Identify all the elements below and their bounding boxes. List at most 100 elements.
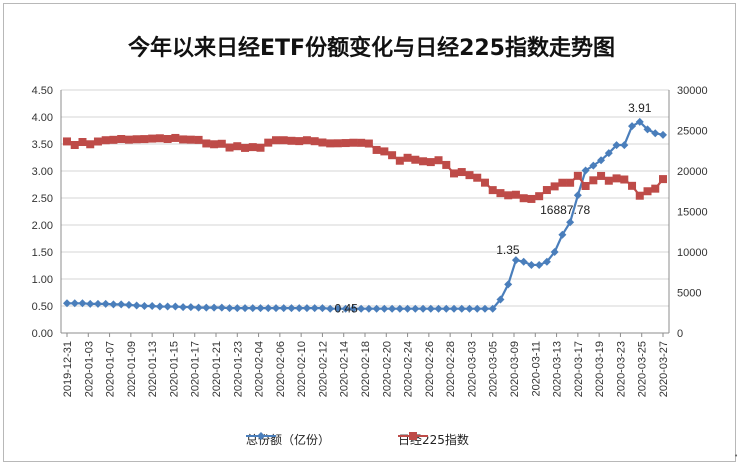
nikkei-point [109, 135, 118, 144]
total-shares-point [279, 304, 288, 313]
total-shares-point [496, 295, 505, 304]
nikkei-point [210, 140, 219, 149]
total-shares-point [295, 304, 304, 313]
nikkei-point [86, 140, 95, 149]
total-shares-point [225, 304, 234, 313]
corner-mark: • [734, 452, 739, 460]
nikkei-point [473, 173, 482, 182]
total-shares-point [442, 304, 451, 313]
total-shares-point [542, 257, 551, 266]
nikkei-point [186, 135, 195, 144]
nikkei-point [148, 134, 157, 143]
y-left-tick-label: 4.00 [32, 112, 53, 124]
nikkei-point [380, 147, 389, 156]
x-tick-label: 2020-02-04 [254, 341, 266, 397]
x-tick-label: 2020-03-17 [573, 341, 585, 397]
x-tick-label: 2020-01-07 [105, 341, 117, 397]
x-tick-label: 2020-01-17 [190, 341, 202, 397]
total-shares-point [155, 302, 164, 311]
nikkei-point [78, 138, 87, 147]
total-shares-point [256, 304, 265, 313]
nikkei-point [279, 136, 288, 145]
nikkei-point [535, 192, 544, 201]
nikkei-point [256, 143, 265, 152]
nikkei-point [271, 136, 280, 145]
nikkei-point [488, 186, 497, 195]
y-left-tick-label: 4.50 [32, 85, 53, 97]
x-tick-label: 2019-12-31 [62, 341, 74, 397]
x-tick-label: 2020-02-14 [339, 341, 351, 397]
nikkei-point [248, 143, 257, 152]
data-label: 1.35 [496, 243, 520, 257]
nikkei-point [202, 139, 211, 148]
total-shares-point [573, 191, 582, 200]
nikkei-point [496, 189, 505, 198]
nikkei-point [566, 178, 575, 187]
chart-legend: 总份额（亿份） 日经225指数 [0, 429, 743, 449]
nikkei-point [635, 191, 644, 200]
total-shares-point [349, 304, 358, 313]
total-shares-point [271, 304, 280, 313]
nikkei-point [589, 176, 598, 185]
total-shares-point [140, 302, 149, 310]
total-shares-point [504, 280, 513, 289]
total-shares-point [659, 130, 667, 139]
total-shares-point [310, 304, 319, 313]
total-shares-point [101, 299, 110, 308]
total-shares-point [535, 260, 544, 269]
y-right-tick-label: 0 [677, 328, 683, 340]
nikkei-point [628, 181, 637, 190]
total-shares-point [248, 304, 257, 313]
x-tick-label: 2020-03-03 [466, 341, 478, 397]
y-left-tick-label: 2.50 [32, 193, 53, 205]
nikkei-point [643, 187, 652, 196]
legend-item-total-shares: 总份额（亿份） [246, 429, 330, 449]
y-right-tick-label: 10000 [677, 247, 708, 259]
nikkei-point [155, 134, 164, 143]
total-shares-point [86, 299, 95, 308]
total-shares-point [171, 302, 180, 311]
total-shares-point [620, 141, 629, 150]
nikkei-point [372, 145, 381, 154]
x-tick-label: 2020-02-18 [360, 341, 372, 397]
nikkei-point [132, 135, 141, 144]
total-shares-point [628, 122, 637, 131]
total-shares-point [558, 230, 567, 239]
nikkei-point [117, 135, 126, 144]
nikkei-point [597, 171, 606, 180]
x-tick-label: 2020-01-21 [211, 341, 223, 397]
y-left-tick-label: 1.00 [32, 274, 53, 286]
total-shares-point [124, 300, 133, 309]
nikkei-point [434, 156, 443, 165]
total-shares-point [202, 303, 211, 312]
x-tick-label: 2020-03-11 [530, 341, 542, 396]
nikkei-point [310, 137, 319, 146]
nikkei-point [333, 139, 342, 148]
nikkei-point [504, 191, 513, 200]
total-shares-point [419, 304, 428, 313]
y-left-tick-label: 3.50 [32, 139, 53, 151]
x-tick-label: 2020-02-20 [381, 341, 393, 397]
nikkei-point [465, 171, 474, 180]
total-shares-point [132, 301, 141, 310]
total-shares-point [326, 304, 335, 313]
nikkei-point [411, 155, 420, 164]
x-tick-label: 2020-03-09 [509, 341, 521, 397]
nikkei-point [364, 139, 373, 148]
x-tick-label: 2020-01-03 [83, 341, 95, 397]
nikkei-point [519, 194, 528, 203]
total-shares-point [63, 299, 71, 308]
total-shares-point [612, 141, 621, 150]
total-shares-point [527, 260, 536, 269]
nikkei-point [163, 135, 172, 144]
nikkei-point [573, 171, 582, 180]
nikkei-point [140, 135, 149, 144]
x-tick-label: 2020-02-10 [296, 341, 308, 397]
nikkei-point [302, 136, 311, 145]
total-shares-point [210, 303, 219, 312]
total-shares-point [395, 304, 404, 313]
nikkei-point [419, 157, 428, 166]
x-tick-label: 2020-03-25 [637, 341, 649, 397]
total-shares-point [450, 304, 459, 313]
x-tick-label: 2020-02-28 [445, 341, 457, 397]
